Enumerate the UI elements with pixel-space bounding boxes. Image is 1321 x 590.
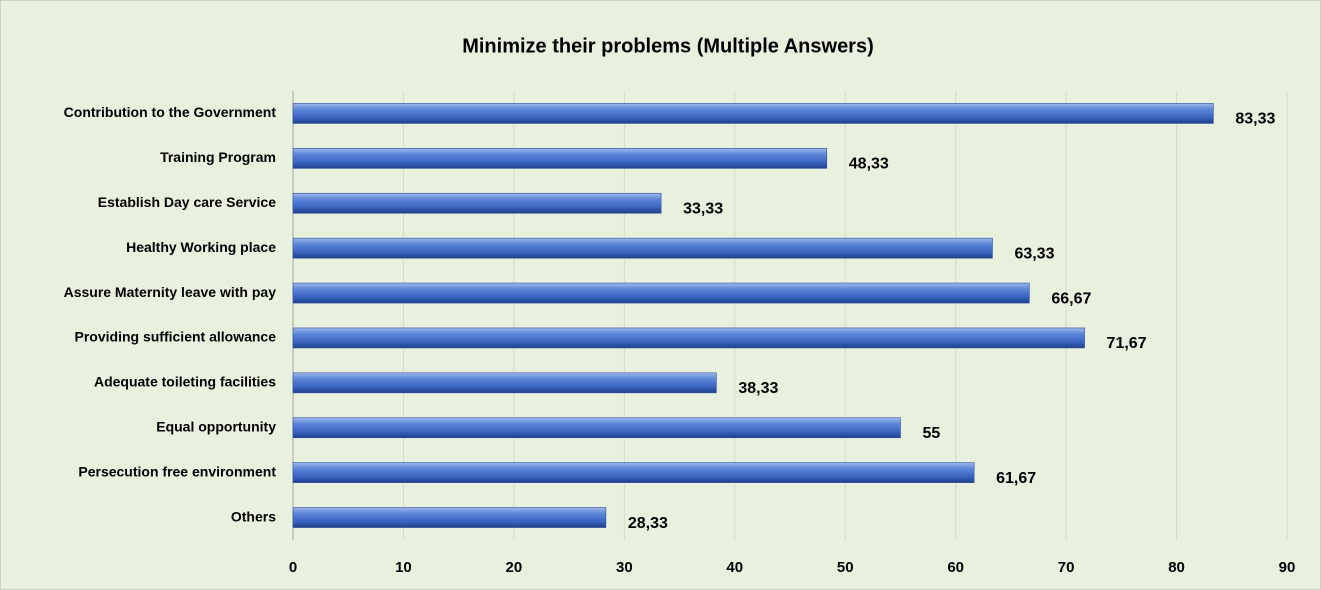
bar	[292, 237, 993, 259]
y-tick-label: Equal opportunity	[156, 418, 276, 434]
bar	[292, 103, 1214, 124]
y-tick-label: Adequate toileting facilities	[94, 374, 276, 390]
data-label: 83,33	[1235, 111, 1275, 128]
data-label: 55	[922, 425, 940, 442]
bar	[292, 417, 901, 439]
x-tick-label: 50	[837, 559, 854, 576]
y-tick-label: Establish Day care Service	[98, 194, 276, 210]
bar	[292, 148, 828, 169]
y-tick-label: Contribution to the Government	[64, 104, 277, 120]
y-tick-label: Persecution free environment	[78, 463, 276, 479]
y-tick-label: Providing sufficient allowance	[75, 329, 277, 345]
x-tick-label: 40	[726, 559, 743, 576]
data-label: 63,33	[1014, 245, 1054, 262]
y-tick-label: Others	[231, 508, 276, 524]
x-tick-label: 70	[1058, 559, 1075, 576]
x-tick-label: 10	[395, 559, 412, 576]
x-tick-label: 0	[289, 559, 297, 576]
data-label: 61,67	[996, 470, 1036, 487]
chart-title: Minimize their problems (Multiple Answer…	[462, 35, 874, 57]
bar	[292, 462, 975, 483]
x-tick-label: 30	[616, 559, 633, 576]
y-tick-label: Assure Maternity leave with pay	[64, 284, 277, 300]
bar	[292, 507, 607, 528]
bar	[292, 282, 1030, 304]
x-tick-label: 90	[1279, 559, 1296, 576]
bar	[292, 192, 662, 214]
data-label: 28,33	[628, 515, 668, 532]
x-tick-label: 20	[506, 559, 523, 576]
x-tick-label: 60	[947, 559, 964, 576]
bar	[292, 372, 717, 394]
data-label: 38,33	[738, 380, 778, 397]
bar	[292, 327, 1085, 349]
data-label: 33,33	[683, 200, 723, 217]
y-tick-label: Healthy Working place	[126, 239, 276, 255]
data-label: 66,67	[1051, 290, 1091, 307]
data-label: 48,33	[849, 156, 889, 173]
data-label: 71,67	[1107, 335, 1147, 352]
x-tick-label: 80	[1168, 559, 1185, 576]
y-tick-label: Training Program	[160, 149, 276, 165]
